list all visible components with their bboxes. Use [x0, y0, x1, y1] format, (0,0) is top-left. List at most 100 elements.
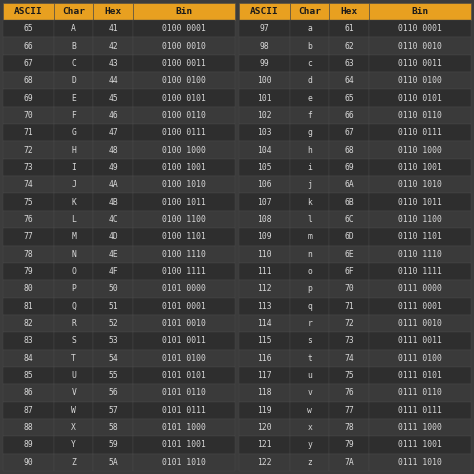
Text: L: L [71, 215, 76, 224]
Bar [239, 350, 290, 367]
Bar [133, 3, 235, 20]
Bar [290, 55, 329, 72]
Text: 0100 1010: 0100 1010 [162, 180, 206, 189]
Text: 57: 57 [109, 406, 118, 415]
Bar [93, 454, 133, 471]
Text: B: B [71, 42, 76, 51]
Bar [290, 72, 329, 90]
Bar [3, 55, 54, 72]
Text: 77: 77 [344, 406, 354, 415]
Bar [329, 124, 369, 141]
Bar [93, 384, 133, 401]
Bar [239, 384, 290, 401]
Text: 4A: 4A [109, 180, 118, 189]
Text: 65: 65 [344, 93, 354, 102]
Text: 0100 1110: 0100 1110 [162, 250, 206, 259]
Text: 69: 69 [344, 163, 354, 172]
Text: 111: 111 [257, 267, 272, 276]
Bar [54, 350, 93, 367]
Text: 104: 104 [257, 146, 272, 155]
Text: 70: 70 [344, 284, 354, 293]
Bar [93, 193, 133, 211]
Bar [133, 141, 235, 159]
Text: 74: 74 [24, 180, 33, 189]
Text: N: N [71, 250, 76, 259]
Text: V: V [71, 388, 76, 397]
Text: D: D [71, 76, 76, 85]
Text: 72: 72 [24, 146, 33, 155]
Text: 66: 66 [24, 42, 33, 51]
Bar [369, 37, 471, 55]
Text: 0100 0001: 0100 0001 [162, 24, 206, 33]
Text: 0101 0111: 0101 0111 [162, 406, 206, 415]
Text: l: l [307, 215, 312, 224]
Text: 56: 56 [109, 388, 118, 397]
Bar [239, 55, 290, 72]
Text: T: T [71, 354, 76, 363]
Text: 0110 0100: 0110 0100 [398, 76, 442, 85]
Text: 4D: 4D [109, 232, 118, 241]
Bar [329, 107, 369, 124]
Bar [93, 90, 133, 107]
Text: 0111 0101: 0111 0101 [398, 371, 442, 380]
Text: Bin: Bin [411, 7, 428, 16]
Bar [369, 55, 471, 72]
Text: 41: 41 [109, 24, 118, 33]
Text: 73: 73 [344, 337, 354, 346]
Text: 0100 0101: 0100 0101 [162, 93, 206, 102]
Text: 73: 73 [24, 163, 33, 172]
Text: a: a [307, 24, 312, 33]
Text: 109: 109 [257, 232, 272, 241]
Bar [290, 419, 329, 436]
Text: 79: 79 [24, 267, 33, 276]
Bar [54, 332, 93, 350]
Bar [239, 159, 290, 176]
Bar [369, 211, 471, 228]
Text: 78: 78 [344, 423, 354, 432]
Text: 0100 1111: 0100 1111 [162, 267, 206, 276]
Bar [239, 90, 290, 107]
Text: A: A [71, 24, 76, 33]
Bar [290, 350, 329, 367]
Bar [133, 228, 235, 246]
Bar [290, 37, 329, 55]
Text: 118: 118 [257, 388, 272, 397]
Text: Hex: Hex [105, 7, 122, 16]
Bar [3, 401, 54, 419]
Text: G: G [71, 128, 76, 137]
Bar [369, 315, 471, 332]
Bar [369, 401, 471, 419]
Bar [3, 3, 54, 20]
Text: I: I [71, 163, 76, 172]
Text: Z: Z [71, 458, 76, 467]
Bar [3, 124, 54, 141]
Text: Y: Y [71, 440, 76, 449]
Bar [133, 193, 235, 211]
Bar [239, 401, 290, 419]
Bar [369, 141, 471, 159]
Text: O: O [71, 267, 76, 276]
Bar [3, 436, 54, 454]
Text: 55: 55 [109, 371, 118, 380]
Text: s: s [307, 337, 312, 346]
Text: 0101 0001: 0101 0001 [162, 302, 206, 311]
Bar [369, 246, 471, 263]
Bar [54, 315, 93, 332]
Text: 4C: 4C [109, 215, 118, 224]
Bar [290, 315, 329, 332]
Bar [329, 454, 369, 471]
Text: 115: 115 [257, 337, 272, 346]
Text: 0101 1001: 0101 1001 [162, 440, 206, 449]
Bar [3, 176, 54, 193]
Text: R: R [71, 319, 76, 328]
Text: w: w [307, 406, 312, 415]
Text: S: S [71, 337, 76, 346]
Bar [329, 141, 369, 159]
Text: f: f [307, 111, 312, 120]
Text: 52: 52 [109, 319, 118, 328]
Text: 54: 54 [109, 354, 118, 363]
Bar [54, 90, 93, 107]
Text: Char: Char [298, 7, 321, 16]
Text: c: c [307, 59, 312, 68]
Text: 7A: 7A [344, 458, 354, 467]
